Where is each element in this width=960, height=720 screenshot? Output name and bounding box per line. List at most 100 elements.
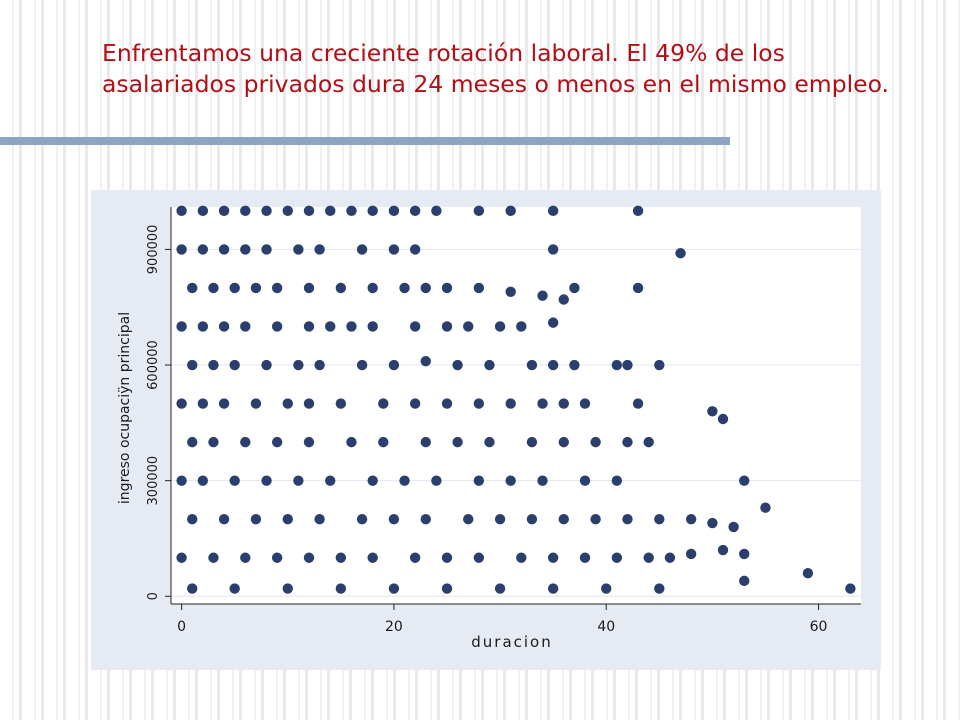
data-point (356, 514, 368, 525)
data-point (473, 282, 485, 294)
data-point (218, 398, 230, 409)
data-point (388, 205, 400, 217)
data-point (388, 244, 400, 255)
data-point (261, 205, 272, 217)
data-point (728, 521, 739, 533)
data-point (187, 282, 198, 294)
data-point (409, 552, 421, 563)
data-point (611, 552, 623, 563)
data-point (229, 359, 240, 371)
data-point (229, 475, 240, 486)
data-point (537, 475, 548, 486)
data-point (601, 583, 612, 594)
y-tick-label: 600000 (146, 340, 161, 390)
data-point (516, 552, 527, 563)
data-point (197, 475, 209, 486)
data-point (516, 321, 527, 332)
data-point (611, 475, 623, 486)
data-point (409, 398, 421, 409)
data-point (547, 552, 559, 563)
data-point (187, 514, 198, 525)
data-point (643, 552, 654, 563)
data-point (431, 475, 442, 486)
data-point (314, 514, 325, 525)
data-point (240, 244, 251, 255)
data-point (187, 583, 198, 594)
data-point (303, 205, 315, 217)
data-point (420, 355, 431, 367)
data-point (303, 321, 315, 332)
plot-background (171, 207, 861, 604)
y-axis-label: ingreso ocupaciÿn principal (117, 312, 133, 504)
data-point (409, 321, 421, 332)
data-point (271, 552, 283, 563)
chart-panel: 0 300000 600000 900000 0 20 40 60 duracion ingr… (91, 190, 881, 670)
data-point (505, 398, 516, 409)
data-point (293, 475, 304, 486)
scatter-plot: 0 300000 600000 900000 0 20 40 60 duracion ingr… (117, 205, 861, 651)
data-point (176, 552, 187, 563)
data-point (261, 244, 272, 255)
data-point (632, 205, 644, 217)
data-point (378, 398, 389, 409)
data-point (208, 552, 219, 563)
data-point (197, 205, 209, 217)
data-point (622, 359, 633, 371)
data-point (346, 205, 357, 217)
data-point (505, 475, 516, 486)
data-point (409, 244, 421, 255)
data-point (622, 436, 633, 448)
data-point (325, 475, 336, 486)
data-point (547, 359, 559, 371)
y-tick-label: 900000 (146, 225, 161, 275)
data-point (240, 552, 251, 563)
data-point (547, 205, 559, 217)
data-point (547, 583, 559, 594)
data-point (441, 398, 453, 409)
slide-title: Enfrentamos una creciente rotación labor… (102, 39, 890, 98)
data-point (293, 359, 304, 371)
data-point (314, 244, 325, 255)
data-point (325, 321, 336, 332)
data-point (346, 321, 357, 332)
data-point (579, 398, 591, 409)
data-point (218, 321, 230, 332)
y-tick-label: 0 (146, 592, 161, 600)
data-point (420, 436, 431, 448)
data-point (420, 282, 431, 294)
data-point (622, 514, 633, 525)
x-tick-label: 0 (177, 619, 186, 635)
data-point (579, 475, 591, 486)
data-point (399, 475, 410, 486)
data-point (388, 359, 400, 371)
data-point (685, 514, 697, 525)
data-point (356, 244, 368, 255)
x-tick-label: 60 (810, 619, 828, 635)
data-point (282, 205, 293, 217)
data-point (187, 436, 198, 448)
data-point (494, 514, 506, 525)
data-point (240, 436, 251, 448)
data-point (526, 514, 538, 525)
data-point (325, 205, 336, 217)
y-tick-label: 300000 (146, 456, 161, 506)
data-point (176, 244, 187, 255)
data-point (654, 359, 665, 371)
data-point (250, 514, 262, 525)
data-point (261, 359, 272, 371)
data-point (420, 514, 431, 525)
data-point (685, 548, 697, 560)
data-point (176, 398, 187, 409)
data-point (303, 398, 315, 409)
data-point (717, 544, 729, 556)
data-point (441, 552, 453, 563)
data-point (399, 282, 410, 294)
data-point (537, 290, 548, 301)
data-point (717, 413, 729, 425)
data-point (303, 552, 315, 563)
data-point (579, 552, 591, 563)
data-point (346, 436, 357, 448)
data-point (654, 583, 665, 594)
data-point (845, 583, 856, 594)
data-point (473, 475, 485, 486)
